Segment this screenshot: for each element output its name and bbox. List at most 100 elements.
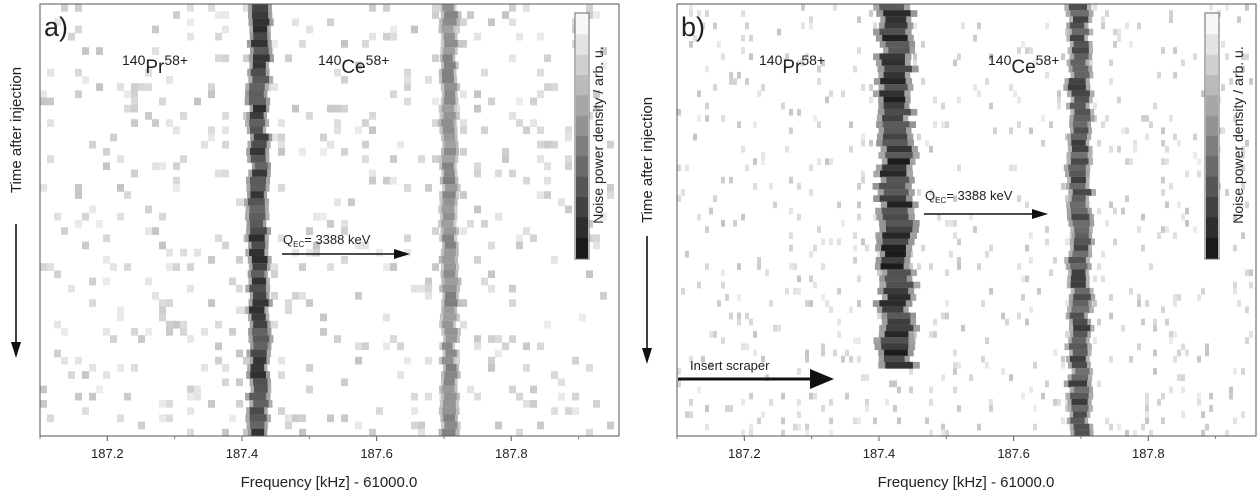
noise-cell: [327, 18, 334, 27]
noise-cell: [1177, 374, 1181, 381]
noise-cell: [1161, 176, 1165, 184]
noise-cell: [1029, 386, 1033, 394]
noise-cell: [813, 244, 817, 252]
noise-cell: [749, 53, 753, 61]
noise-cell: [985, 78, 989, 85]
noise-cell: [96, 83, 103, 91]
noise-cell: [61, 227, 68, 235]
noise-cell: [222, 169, 229, 178]
noise-cell: [1065, 28, 1069, 36]
noise-cell: [334, 119, 341, 127]
noise-cell: [488, 364, 495, 372]
noise-cell: [159, 306, 166, 315]
noise-cell: [985, 361, 989, 369]
noise-cell: [1241, 145, 1245, 153]
noise-cell: [201, 364, 208, 372]
noise-cell: [334, 104, 341, 113]
trace-core-pr: [879, 90, 905, 98]
noise-cell: [1153, 318, 1157, 326]
noise-cell: [460, 126, 467, 135]
noise-cell: [404, 234, 411, 243]
noise-cell: [753, 158, 757, 165]
noise-cell: [1237, 300, 1241, 307]
noise-cell: [1161, 392, 1165, 400]
noise-cell: [1065, 405, 1069, 412]
noise-cell: [761, 84, 765, 91]
noise-cell: [1057, 102, 1061, 110]
noise-cell: [537, 140, 544, 149]
noise-cell: [474, 205, 481, 214]
noise-cell: [607, 421, 614, 430]
noise-cell: [977, 263, 981, 270]
noise-cell: [857, 337, 861, 344]
noise-cell: [1029, 47, 1033, 54]
noise-cell: [390, 25, 397, 34]
noise-cell: [929, 263, 933, 270]
noise-cell: [187, 4, 194, 12]
noise-cell: [320, 148, 327, 156]
noise-cell: [488, 356, 495, 365]
noise-cell: [1033, 361, 1037, 369]
noise-cell: [474, 32, 481, 41]
noise-cell: [1129, 355, 1133, 363]
noise-cell: [1009, 84, 1013, 91]
noise-cell: [1145, 417, 1149, 425]
trace-core-pr: [248, 234, 265, 243]
noise-cell: [369, 428, 376, 437]
noise-cell: [208, 126, 215, 135]
noise-cell: [869, 84, 873, 91]
trace-core-ce: [1070, 417, 1085, 425]
noise-cell: [953, 349, 957, 357]
noise-cell: [945, 429, 949, 437]
noise-cell: [757, 257, 761, 264]
noise-cell: [222, 126, 229, 135]
noise-cell: [306, 112, 313, 120]
trace-core-ce: [1073, 294, 1091, 301]
trace-core-pr: [252, 76, 269, 84]
noise-cell: [418, 284, 425, 293]
trace-core-ce: [1069, 183, 1086, 190]
noise-cell: [977, 90, 981, 98]
trace-core-ce: [443, 227, 456, 235]
noise-cell: [397, 371, 404, 379]
noise-cell: [849, 355, 853, 363]
noise-cell: [817, 78, 821, 85]
noise-cell: [306, 25, 313, 34]
trace-core-ce: [444, 371, 458, 379]
noise-cell: [180, 112, 187, 120]
noise-cell: [1113, 41, 1117, 48]
noise-cell: [432, 263, 439, 271]
noise-cell: [853, 232, 857, 239]
noise-cell: [1177, 139, 1181, 147]
noise-cell: [761, 355, 765, 363]
heatmap-a: [40, 4, 614, 437]
noise-cell: [1225, 53, 1229, 61]
trace-core-ce: [1073, 41, 1089, 48]
noise-cell: [1121, 324, 1125, 332]
noise-cell: [1233, 287, 1237, 295]
noise-cell: [1017, 96, 1021, 104]
trace-core-ce: [1074, 53, 1089, 61]
noise-cell: [1201, 411, 1205, 418]
trace-core-ce: [442, 54, 453, 63]
trace-core-pr: [884, 22, 908, 30]
noise-cell: [1145, 405, 1149, 412]
noise-cell: [745, 78, 749, 85]
noise-cell: [306, 385, 313, 394]
noise-cell: [278, 148, 285, 156]
noise-cell: [117, 212, 124, 221]
noise-cell: [1221, 41, 1225, 48]
noise-cell: [973, 34, 977, 42]
noise-cell: [989, 405, 993, 412]
noise-cell: [1241, 152, 1245, 159]
noise-cell: [40, 263, 47, 271]
noise-cell: [889, 380, 893, 388]
noise-cell: [1161, 47, 1165, 54]
noise-cell: [544, 54, 551, 63]
trace-core-ce: [441, 25, 454, 34]
noise-cell: [54, 320, 61, 329]
noise-cell: [849, 145, 853, 153]
noise-cell: [75, 90, 82, 99]
noise-cell: [861, 84, 865, 91]
noise-cell: [607, 140, 614, 149]
